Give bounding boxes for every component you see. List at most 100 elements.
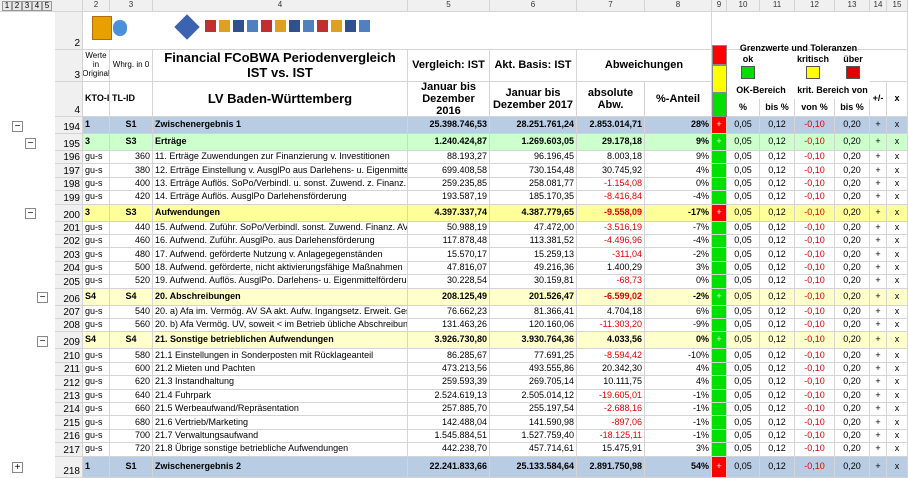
row-number: 210: [55, 349, 83, 362]
toolbar-icon: [359, 20, 370, 32]
cell-kto: gu-s: [83, 262, 110, 275]
cell-krit-from: -0,10: [795, 134, 835, 151]
cell-plus: +: [870, 349, 887, 362]
cell-ok-from: 0,05: [727, 262, 760, 275]
cell-kto: gu-s: [83, 349, 110, 362]
row-number: 3: [55, 50, 83, 82]
cell-plus: +: [870, 191, 887, 204]
cell-plus: +: [870, 117, 887, 134]
cell-krit-from: -0,10: [795, 376, 835, 389]
limit-box-critical: [806, 66, 820, 79]
header-cell: bis %: [835, 99, 870, 117]
cell-krit-to: 0,20: [835, 134, 870, 151]
cell-curr: 141.590,98: [490, 416, 577, 429]
cell-tl: 660: [110, 403, 153, 416]
cell-curr: 255.197,54: [490, 403, 577, 416]
cell-kto: gu-s: [83, 430, 110, 443]
cell-tl: 420: [110, 191, 153, 204]
cell-name: Aufwendungen: [153, 205, 408, 222]
cell-x: x: [887, 390, 908, 403]
cell-prev: 442.238,70: [408, 443, 490, 456]
cell-x: x: [887, 376, 908, 389]
header-cell: Vergleich: IST: [408, 50, 490, 82]
outline-level-button: 5: [42, 1, 52, 11]
report-title: Financial FCoBWA Periodenvergleich IST v…: [153, 50, 408, 82]
column-header: 11: [760, 0, 795, 12]
cell-pct: -1%: [645, 416, 712, 429]
cell-prev: 76.662,23: [408, 306, 490, 319]
outline-toggle: −: [25, 138, 36, 149]
cell-tl: 360: [110, 151, 153, 164]
cell-plus: +: [870, 178, 887, 191]
cell-krit-to: 0,20: [835, 248, 870, 261]
cell-name: 20. Abschreibungen: [153, 289, 408, 306]
cell-prev: 2.524.619,13: [408, 390, 490, 403]
column-header: 12: [795, 0, 835, 12]
cell-x: x: [887, 151, 908, 164]
cell-prev: 1.240.424,87: [408, 134, 490, 151]
cell-krit-from: -0,10: [795, 416, 835, 429]
status-light: +: [712, 134, 727, 151]
cell-ok-from: 0,05: [727, 191, 760, 204]
outline-toggle: −: [25, 208, 36, 219]
cell-kto: gu-s: [83, 319, 110, 332]
cell-abs: -2.688,16: [577, 403, 645, 416]
cell-plus: +: [870, 205, 887, 222]
status-light: [712, 306, 727, 319]
cell-x: x: [887, 332, 908, 349]
cell-plus: +: [870, 275, 887, 288]
column-header: 7: [577, 0, 645, 12]
cell-abs: 29.178,18: [577, 134, 645, 151]
cell-ok-from: 0,05: [727, 332, 760, 349]
cell-curr: 185.170,35: [490, 191, 577, 204]
cell-krit-to: 0,20: [835, 235, 870, 248]
toolbar-icon: [205, 20, 216, 32]
cell-name: 21. Sonstige betrieblichen Aufwendungen: [153, 332, 408, 349]
row-number: 200: [55, 205, 83, 222]
cell-curr: 493.555,86: [490, 363, 577, 376]
cell-pct: 54%: [645, 457, 712, 478]
cell-krit-to: 0,20: [835, 178, 870, 191]
cell-kto: gu-s: [83, 151, 110, 164]
cell-plus: +: [870, 376, 887, 389]
cell-ok-to: 0,12: [760, 191, 795, 204]
cell-ok-to: 0,12: [760, 443, 795, 456]
row-number: 213: [55, 390, 83, 403]
cell-krit-from: -0,10: [795, 248, 835, 261]
cell-ok-to: 0,12: [760, 319, 795, 332]
outline-level-button: 4: [32, 1, 42, 11]
cell-krit-from: -0,10: [795, 332, 835, 349]
cell-pct: -2%: [645, 289, 712, 306]
cell-tl: 600: [110, 363, 153, 376]
cell-prev: 4.397.337,74: [408, 205, 490, 222]
cell-krit-to: 0,20: [835, 289, 870, 306]
cell-abs: 4.033,56: [577, 332, 645, 349]
cell-tl: S1: [110, 457, 153, 478]
cell-tl: S4: [110, 289, 153, 306]
cell-krit-from: -0,10: [795, 151, 835, 164]
cell-ok-to: 0,12: [760, 205, 795, 222]
cell-name: 21.2 Mieten und Pachten: [153, 363, 408, 376]
cell-name: 14. Erträge Auflös. AusglPo Darlehensför…: [153, 191, 408, 204]
traffic-light-red: [712, 45, 727, 65]
logo-icon: [113, 20, 127, 36]
cell-kto: gu-s: [83, 416, 110, 429]
status-light: [712, 363, 727, 376]
cell-prev: 50.988,19: [408, 222, 490, 235]
cell-kto: S4: [83, 332, 110, 349]
cell-pct: -4%: [645, 191, 712, 204]
cell-name: 19. Aufwend. Auflös. AusglPo. Darlehens-…: [153, 275, 408, 288]
header-cell: %-Anteil: [645, 82, 712, 117]
cell-ok-from: 0,05: [727, 235, 760, 248]
cell-x: x: [887, 275, 908, 288]
cell-kto: gu-s: [83, 390, 110, 403]
cell-plus: +: [870, 151, 887, 164]
header-cell: +/-: [870, 82, 887, 117]
cell-krit-from: -0,10: [795, 390, 835, 403]
cell-pct: 9%: [645, 134, 712, 151]
cell-prev: 15.570,17: [408, 248, 490, 261]
cell-ok-to: 0,12: [760, 457, 795, 478]
cell-prev: 257.885,70: [408, 403, 490, 416]
cell-krit-from: -0,10: [795, 178, 835, 191]
cell-name: 18. Aufwend. geförderte, nicht aktivieru…: [153, 262, 408, 275]
